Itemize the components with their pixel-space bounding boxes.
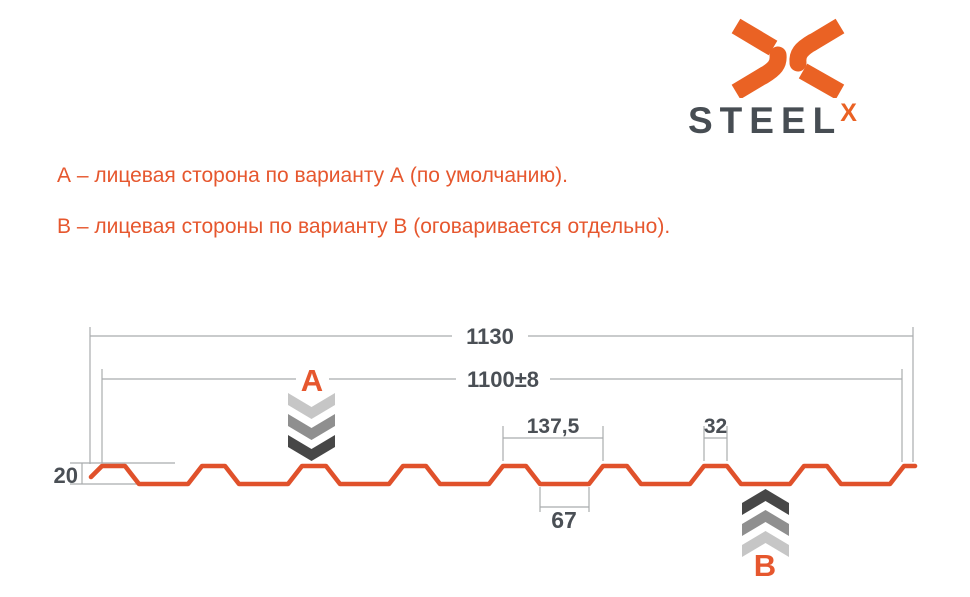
note-variant-a: А – лицевая сторона по варианту А (по ум… [57, 164, 568, 187]
steelx-logo-icon [731, 18, 845, 98]
dim-crest-label: 32 [704, 415, 727, 438]
profile-diagram: 1130 1100±8 137,5 32 67 20 А В [54, 324, 918, 583]
dim-valley-label: 67 [551, 507, 577, 533]
steelx-logo: STEELX [688, 14, 908, 150]
dim-pitch-label: 137,5 [527, 415, 580, 438]
dim-total-label-bg [452, 324, 528, 348]
marker-a-chevrons-icon [288, 393, 335, 461]
brand-name: STEEL [688, 100, 843, 141]
profile-outline [88, 463, 918, 487]
marker-a-label: А [301, 363, 323, 398]
note-variant-b: В – лицевая стороны по варианту В (огова… [57, 215, 671, 238]
marker-b-label: В [754, 548, 776, 583]
logo-arm-topleft [731, 18, 778, 56]
brand-text: STEELX [688, 99, 859, 142]
marker-b-chevrons-icon [742, 489, 789, 557]
dim-height-label: 20 [54, 463, 78, 488]
dim-working-label-bg [456, 367, 550, 391]
brand-sup-x: X [840, 99, 857, 127]
logo-hook-bottom [754, 46, 787, 85]
dim-total-label: 1130 [466, 324, 514, 349]
logo-hook-top [789, 33, 822, 72]
dim-working-label: 1100±8 [467, 367, 539, 392]
marker-a-label-bg [296, 366, 329, 392]
logo-arm-bottomright [798, 63, 845, 98]
